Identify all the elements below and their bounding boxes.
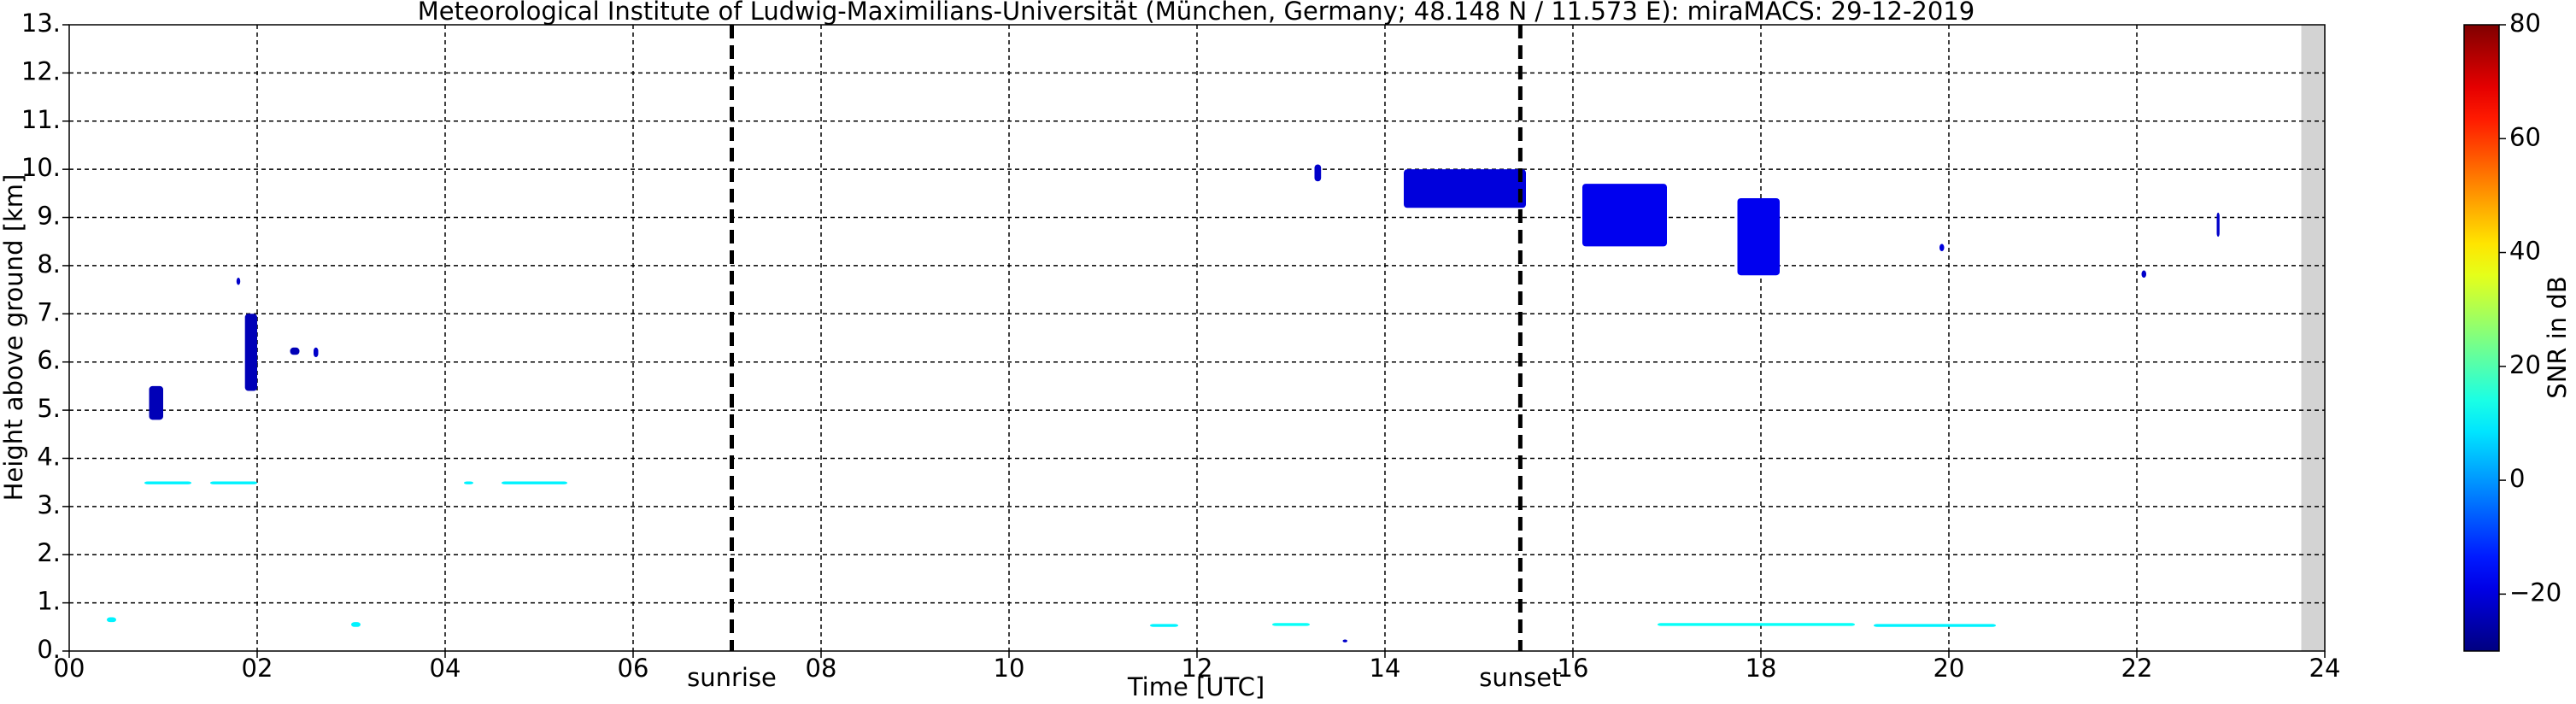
x-tick-label: 06 — [618, 654, 649, 683]
x-tick-label: 20 — [1933, 654, 1965, 683]
echo-cell — [464, 481, 473, 484]
x-tick-label: 16 — [1558, 654, 1589, 683]
x-tick-label: 04 — [430, 654, 461, 683]
echo-cell — [1658, 623, 1855, 626]
y-tick-label: 4. — [37, 442, 61, 471]
y-tick-label: 0. — [37, 635, 61, 664]
echo-cell — [236, 278, 241, 285]
y-tick-label: 8. — [37, 249, 61, 279]
echo-cell — [1939, 243, 1945, 252]
colorbar — [2463, 24, 2500, 652]
x-tick-label: 02 — [242, 654, 273, 683]
x-tick-label: 24 — [2309, 654, 2341, 683]
sun-label: sunset — [1479, 663, 1561, 692]
y-tick-label: 3. — [37, 490, 61, 519]
echo-cell — [107, 617, 116, 623]
echo-cell — [1150, 624, 1178, 627]
echo-cell — [1404, 169, 1526, 208]
echo-cell — [1737, 197, 1780, 276]
y-axis-label: Height above ground [km] — [0, 174, 28, 502]
echo-cell — [290, 347, 300, 355]
echo-cell — [2141, 270, 2146, 279]
no-data-region — [2301, 25, 2325, 651]
x-tick-label: 22 — [2121, 654, 2153, 683]
echo-cell — [210, 481, 257, 484]
colorbar-label: SNR in dB — [2543, 276, 2572, 398]
echo-cell — [1272, 623, 1310, 626]
y-tick-label: 1. — [37, 587, 61, 616]
echo-cell — [502, 481, 567, 484]
colorbar-tick-label: −20 — [2509, 578, 2561, 607]
echo-cell — [144, 481, 191, 484]
y-tick-label: 11. — [21, 105, 61, 134]
colorbar-tick-label: 0 — [2509, 464, 2525, 493]
echo-cell — [244, 314, 257, 391]
colorbar-tick-label: 60 — [2509, 122, 2541, 151]
echo-cell — [1342, 639, 1347, 642]
y-tick-label: 2. — [37, 538, 61, 567]
x-tick-label: 08 — [806, 654, 837, 683]
echo-cell — [1582, 184, 1667, 247]
colorbar-tick-label: 80 — [2509, 9, 2541, 38]
sun-label: sunrise — [687, 663, 777, 692]
x-tick-label: 00 — [54, 654, 85, 683]
echo-cell — [314, 347, 319, 358]
x-tick-label: 18 — [1746, 654, 1777, 683]
echo-cell — [351, 622, 361, 627]
y-tick-label: 7. — [37, 297, 61, 326]
y-tick-label: 13. — [21, 9, 61, 38]
echo-cell — [1314, 164, 1322, 182]
echo-cell — [2216, 212, 2220, 238]
colorbar-tick-label: 20 — [2509, 350, 2541, 379]
plot-frame — [68, 24, 2326, 652]
echo-cell — [1874, 624, 1996, 627]
echo-cell — [149, 385, 163, 420]
x-tick-label: 14 — [1370, 654, 1401, 683]
y-tick-label: 6. — [37, 346, 61, 375]
y-tick-label: 9. — [37, 202, 61, 231]
x-tick-label: 12 — [1182, 654, 1213, 683]
y-tick-label: 12. — [21, 56, 61, 85]
chart-title: Meteorological Institute of Ludwig-Maxim… — [418, 0, 1975, 26]
x-tick-label: 10 — [994, 654, 1025, 683]
y-tick-label: 10. — [21, 153, 61, 182]
y-tick-label: 5. — [37, 394, 61, 423]
colorbar-tick-label: 40 — [2509, 237, 2541, 266]
x-axis-label: Time [UTC] — [1127, 672, 1265, 701]
